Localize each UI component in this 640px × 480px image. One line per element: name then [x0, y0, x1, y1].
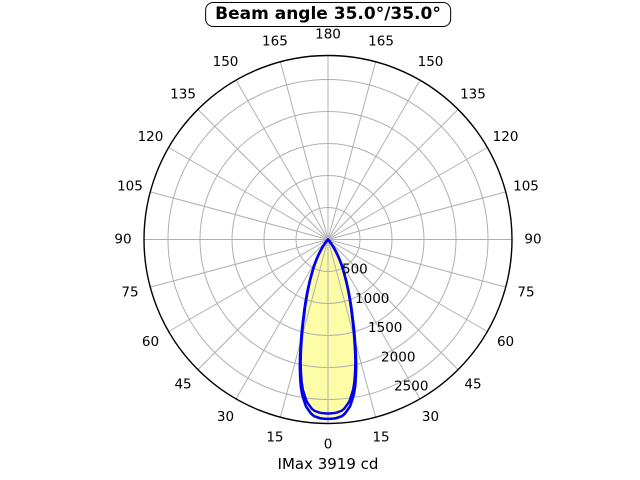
radial-tick-label: 2500: [394, 379, 428, 395]
angle-tick-label: 15: [266, 430, 283, 446]
radial-tick-label: 500: [342, 262, 368, 278]
angle-tick-label: 60: [497, 334, 514, 350]
angle-gridline: [150, 191, 329, 240]
beam-curve-c90-c270: [299, 238, 357, 415]
radial-gridline: [295, 207, 361, 272]
radial-gridline: [199, 111, 457, 368]
outer-ring: [143, 54, 513, 425]
angle-tick-label: 135: [460, 87, 486, 103]
angle-gridline: [327, 61, 377, 240]
radial-tick-label: 2000: [381, 349, 415, 365]
angle-tick-label: 90: [524, 232, 541, 248]
angle-gridline: [150, 239, 329, 288]
angle-tick-label: 105: [513, 178, 539, 194]
angle-tick-label: 15: [372, 430, 389, 446]
chart-title: Beam angle 35.0°/35.0°: [205, 2, 451, 27]
angle-gridline: [168, 147, 329, 240]
angle-gridline: [168, 239, 329, 332]
angle-gridline: [327, 79, 421, 240]
angle-tick-label: 120: [138, 129, 164, 145]
angle-tick-label: 75: [121, 285, 138, 301]
angle-gridline: [197, 109, 329, 240]
angle-tick-label: 45: [174, 376, 191, 392]
angle-gridline: [279, 239, 329, 418]
angle-gridline: [235, 79, 329, 240]
angle-gridline: [327, 147, 488, 240]
angle-gridline: [327, 191, 506, 240]
angle-tick-label: 30: [217, 409, 234, 425]
angle-tick-label: 30: [422, 409, 439, 425]
angle-tick-label: 165: [262, 33, 288, 49]
angle-tick-label: 135: [170, 87, 196, 103]
angle-gridline: [327, 109, 459, 240]
radial-gridline: [167, 79, 489, 400]
imax-label: IMax 3919 cd: [277, 455, 379, 473]
radial-tick-label: 1000: [355, 291, 389, 307]
angle-tick-label: 45: [464, 376, 481, 392]
angle-tick-label: 165: [368, 33, 394, 49]
angle-tick-label: 180: [315, 27, 341, 43]
angle-tick-label: 75: [517, 285, 534, 301]
angle-tick-label: 120: [493, 129, 519, 145]
angle-tick-label: 150: [418, 54, 444, 70]
angle-gridline: [327, 239, 488, 332]
angle-tick-label: 0: [324, 437, 333, 453]
radial-gridline: [263, 175, 393, 304]
angle-gridline: [327, 239, 506, 288]
radial-gridline: [231, 143, 425, 336]
angle-gridline: [279, 61, 329, 240]
angle-tick-label: 105: [117, 178, 143, 194]
angle-gridline: [327, 239, 377, 418]
angle-tick-label: 60: [142, 334, 159, 350]
radial-tick-label: 1500: [368, 320, 402, 336]
angle-gridline: [327, 239, 459, 370]
angle-tick-label: 150: [213, 54, 239, 70]
angle-tick-label: 90: [114, 232, 131, 248]
angle-gridline: [197, 239, 329, 370]
